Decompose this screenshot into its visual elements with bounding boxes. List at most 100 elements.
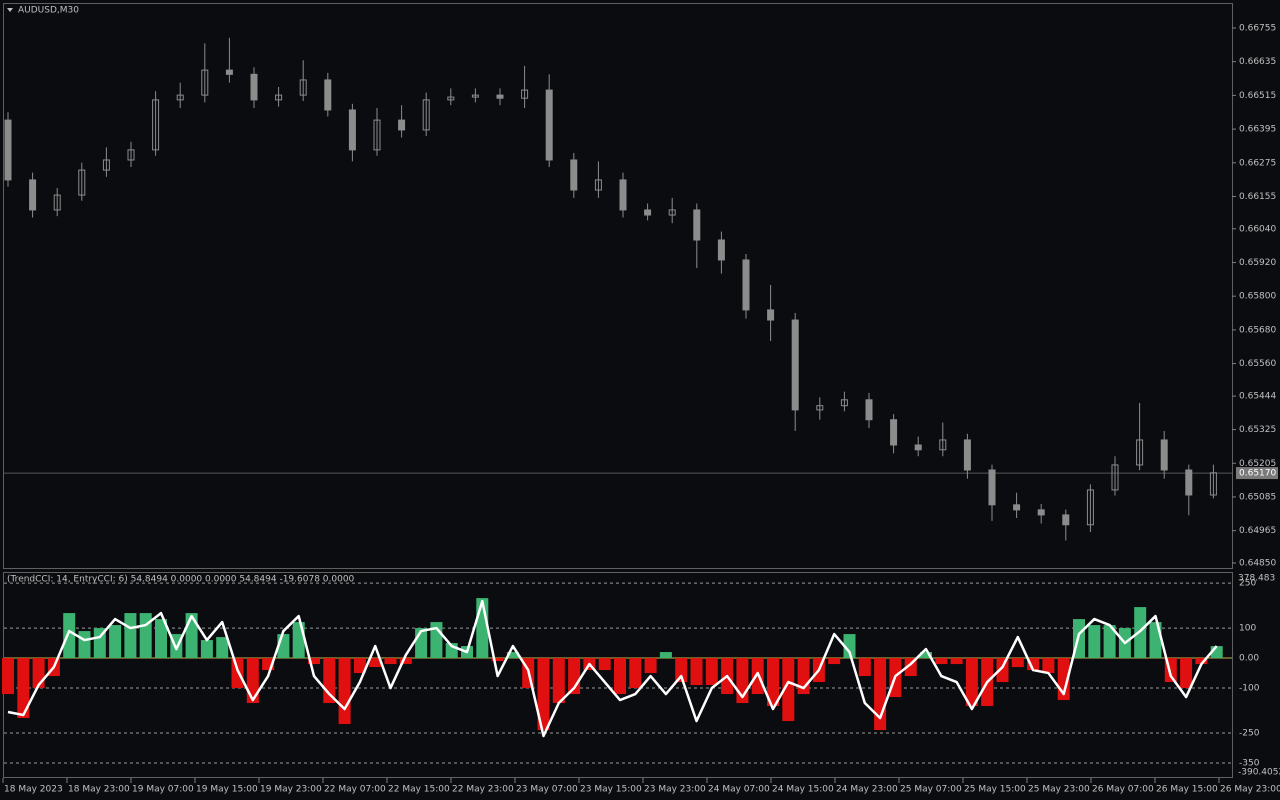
y-tick-label: 100 <box>1239 624 1256 634</box>
current-price-label: 0.65170 <box>1239 469 1276 479</box>
cci-bar <box>109 625 122 659</box>
y-tick-label: 0.65325 <box>1239 425 1276 435</box>
x-tick-label: 23 May 07:00 <box>516 785 578 795</box>
candle-body <box>250 73 258 101</box>
cci-bar <box>185 613 198 659</box>
x-tick-label: 25 May 07:00 <box>900 785 962 795</box>
candle-body <box>201 69 209 96</box>
candle-body <box>1209 472 1217 496</box>
x-tick-label: 18 May 2023 <box>4 785 63 795</box>
cci-bar <box>935 658 948 665</box>
menu-arrow[interactable] <box>7 8 13 12</box>
candle-body <box>152 99 160 151</box>
candle-body <box>1062 514 1070 526</box>
candle-body <box>398 119 406 131</box>
x-tick-label: 19 May 15:00 <box>196 785 258 795</box>
candle-body <box>619 179 627 211</box>
cci-bar <box>1103 625 1116 659</box>
y-tick-label: 0.66155 <box>1239 192 1276 202</box>
x-tick-label: 19 May 23:00 <box>260 785 322 795</box>
y-tick-label: 0.65920 <box>1239 258 1276 268</box>
cci-bar <box>965 658 978 707</box>
cci-bar <box>1042 658 1055 674</box>
y-tick-label: -250 <box>1239 729 1260 739</box>
candle-body <box>939 439 947 451</box>
chart-title: AUDUSD,M30 <box>18 6 79 16</box>
x-tick-label: 19 May 07:00 <box>132 785 194 795</box>
cci-bar <box>323 658 336 704</box>
cci-bar <box>231 658 244 689</box>
cci-bar <box>537 658 550 731</box>
entry-cci-line <box>7 599 1218 738</box>
cci-bar <box>200 640 213 659</box>
y-tick-label: 0.66635 <box>1239 57 1276 67</box>
candle-body <box>299 79 307 96</box>
cci-bar <box>384 658 397 665</box>
x-tick-label: 24 May 23:00 <box>836 785 898 795</box>
candle-body <box>496 94 504 99</box>
y-tick-label: 0.66040 <box>1239 224 1276 234</box>
cci-bar <box>399 658 412 665</box>
candle-body <box>742 259 750 311</box>
candle-body <box>594 179 602 191</box>
cci-bar <box>705 658 718 686</box>
x-tick-label: 24 May 07:00 <box>708 785 770 795</box>
y-tick-label: 0.65444 <box>1239 392 1276 402</box>
cci-bar <box>782 658 795 722</box>
cci-bar <box>308 658 320 665</box>
cci-bar <box>920 652 932 659</box>
candle-body <box>1111 464 1119 491</box>
y-tick-label: 0.66755 <box>1239 23 1276 33</box>
cci-bar <box>843 634 856 659</box>
cci-bar <box>675 658 688 683</box>
cci-bar <box>369 658 382 668</box>
cci-bar <box>155 619 167 659</box>
x-tick-label: 22 May 23:00 <box>452 785 514 795</box>
cci-bar <box>644 658 657 674</box>
cci-bar <box>17 658 30 719</box>
cci-bar <box>506 652 519 659</box>
scale-min-label: -390.4052 <box>1238 768 1280 778</box>
candle-body <box>1185 469 1193 496</box>
cci-bar <box>216 637 229 659</box>
y-tick-label: 0.65680 <box>1239 325 1276 335</box>
y-tick-label: 0.65560 <box>1239 359 1276 369</box>
candle-body <box>693 209 701 241</box>
x-tick-label: 24 May 15:00 <box>772 785 834 795</box>
y-tick-label: -350 <box>1239 759 1260 769</box>
candle-body <box>1037 509 1045 516</box>
candle-body <box>890 419 898 446</box>
cci-bar <box>338 658 351 725</box>
candle-body <box>78 169 86 196</box>
x-tick-label: 23 May 15:00 <box>580 785 642 795</box>
cci-bar <box>767 658 779 707</box>
cci-bar <box>552 658 565 704</box>
candle-body <box>545 89 553 161</box>
y-tick-label: 0.66515 <box>1239 91 1276 101</box>
cci-bar <box>690 658 703 686</box>
indicator-title: (TrendCCI: 14, EntryCCI: 6) 54.8494 0.00… <box>7 575 355 585</box>
cci-bar <box>1088 625 1101 659</box>
x-tick-label: 25 May 23:00 <box>1028 785 1090 795</box>
candle-body <box>373 119 381 151</box>
candle-body <box>53 194 61 211</box>
y-tick-label: 0.64850 <box>1239 558 1276 568</box>
cci-bar <box>246 658 259 704</box>
candle-body <box>29 179 37 211</box>
candle-body <box>471 94 479 98</box>
candle-body <box>447 96 455 101</box>
cci-bar <box>124 613 137 659</box>
current-price-box <box>1236 467 1278 480</box>
cci-bar <box>1149 622 1162 659</box>
candle-body <box>1086 489 1094 526</box>
cci-bar <box>858 658 871 677</box>
candle-body <box>914 444 922 451</box>
cci-bar <box>1210 646 1223 659</box>
candle-body <box>1160 439 1168 471</box>
y-tick-label: 0.65085 <box>1239 492 1276 502</box>
cci-bar <box>1180 658 1193 689</box>
x-tick-label: 25 May 15:00 <box>964 785 1026 795</box>
candle-body <box>1136 439 1144 466</box>
